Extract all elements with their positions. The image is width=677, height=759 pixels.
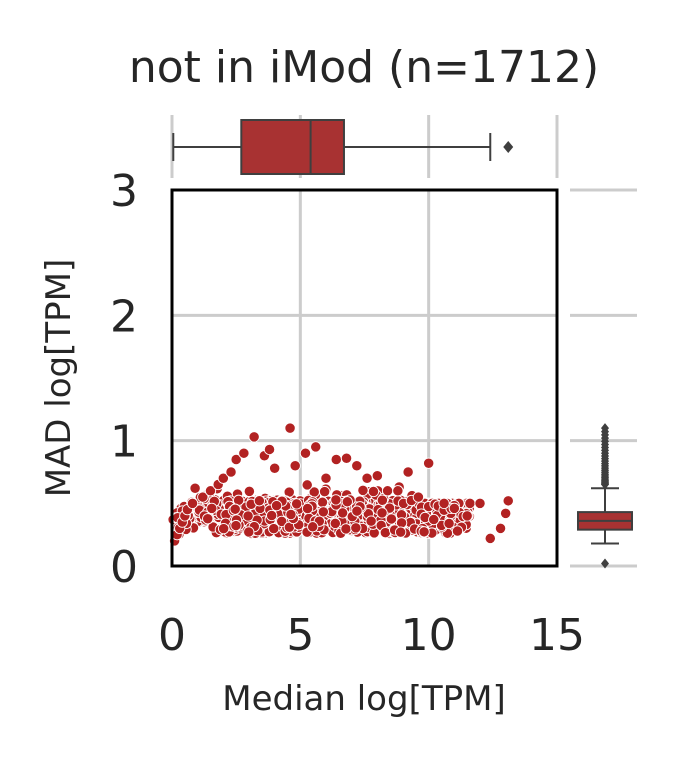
data-point <box>464 497 476 509</box>
data-point <box>392 485 404 497</box>
data-point <box>299 447 312 459</box>
data-point <box>238 447 250 459</box>
data-point <box>186 497 199 509</box>
data-point <box>270 500 283 512</box>
y-tick-label: 0 <box>110 542 138 593</box>
x-axis-label: Median log[TPM] <box>222 679 505 719</box>
data-point <box>330 453 342 466</box>
x-tick-label: 10 <box>401 610 457 661</box>
data-point <box>197 491 209 503</box>
data-point <box>189 482 201 494</box>
data-point <box>248 431 260 443</box>
data-point <box>385 513 398 525</box>
data-point <box>484 532 496 545</box>
data-point <box>217 472 229 484</box>
data-point <box>301 502 314 515</box>
y-tick-label: 1 <box>110 417 138 468</box>
data-point <box>340 523 352 535</box>
data-point <box>229 503 241 515</box>
plot-frame <box>170 188 559 568</box>
data-point <box>285 508 297 521</box>
data-point <box>276 515 288 527</box>
x-tick-label: 0 <box>158 610 186 661</box>
x-box-iqr <box>240 119 345 175</box>
data-point <box>438 497 450 509</box>
data-point <box>500 507 512 520</box>
data-point <box>218 522 230 535</box>
data-point <box>202 513 214 525</box>
y-tick-label: 2 <box>110 291 138 342</box>
data-point <box>361 472 373 484</box>
data-point <box>243 526 255 538</box>
data-point <box>268 522 280 535</box>
x-tick-label: 15 <box>529 610 585 661</box>
data-point <box>423 457 435 469</box>
x-marginal-boxplot <box>172 119 514 175</box>
data-point <box>502 495 514 507</box>
y-tick-labels: 0 1 2 3 <box>110 166 138 593</box>
x-box-outlier <box>503 141 514 153</box>
data-point <box>263 443 276 456</box>
data-point <box>225 466 237 478</box>
data-point <box>204 485 217 497</box>
data-point <box>206 502 218 515</box>
data-point <box>365 515 377 527</box>
data-point <box>291 498 303 510</box>
data-point <box>253 495 266 507</box>
right-marginal-grid <box>570 188 637 568</box>
data-point <box>428 513 440 526</box>
data-point <box>448 502 460 514</box>
data-point <box>357 484 369 497</box>
y-marginal-boxplot <box>577 423 633 569</box>
data-point <box>336 507 349 519</box>
y-tick-label: 3 <box>110 166 138 217</box>
data-point <box>367 485 380 498</box>
data-point <box>243 485 256 497</box>
data-point <box>289 460 301 472</box>
data-point <box>412 491 425 503</box>
data-point <box>310 441 322 453</box>
y-box-outlier-low <box>601 558 609 569</box>
data-point <box>443 517 455 530</box>
data-point <box>461 510 473 522</box>
data-point <box>381 485 394 497</box>
data-point <box>474 497 486 509</box>
data-point <box>351 505 363 517</box>
data-point <box>269 462 281 474</box>
x-tick-labels: 0 5 10 15 <box>158 610 585 661</box>
data-point <box>230 519 242 532</box>
y-axis-label: MAD log[TPM] <box>39 259 79 498</box>
data-point <box>494 522 507 535</box>
data-point <box>329 517 341 530</box>
data-point <box>307 521 319 533</box>
data-point <box>317 506 330 518</box>
scatter-points <box>167 422 514 547</box>
data-point <box>320 472 332 484</box>
data-point <box>379 526 392 539</box>
data-point <box>242 510 254 522</box>
data-point <box>418 526 430 538</box>
x-tick-label: 5 <box>286 610 314 661</box>
data-point <box>340 452 353 464</box>
data-point <box>402 466 414 478</box>
data-point <box>284 422 296 434</box>
data-point <box>301 479 313 491</box>
data-point <box>451 525 464 537</box>
data-point <box>371 470 383 482</box>
data-point <box>330 494 342 506</box>
data-point <box>266 509 278 522</box>
y-box-outlier <box>601 423 609 434</box>
data-point <box>376 507 388 519</box>
data-point <box>350 522 362 534</box>
data-point <box>230 453 242 466</box>
data-point <box>316 496 329 508</box>
data-point <box>318 485 331 498</box>
data-point <box>351 460 363 472</box>
data-point <box>341 496 353 508</box>
chart-title: not in iMod (n=1712) <box>129 42 599 93</box>
data-point <box>394 526 407 538</box>
data-point <box>376 494 389 506</box>
